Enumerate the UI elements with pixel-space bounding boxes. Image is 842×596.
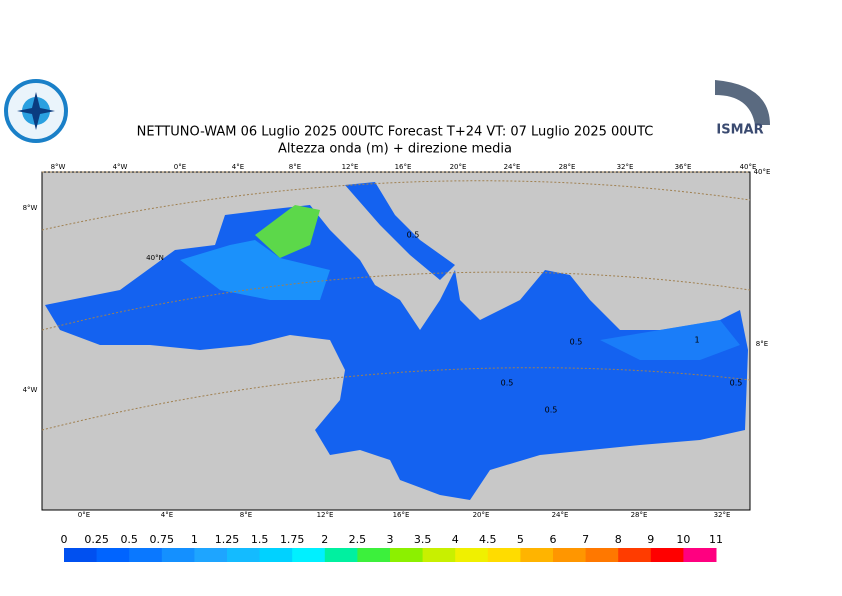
lon-label: 12°E [317,511,334,519]
lon-label: 20°E [450,163,467,171]
contour-label: 0.5 [545,406,558,415]
colorbar-label: 10 [676,533,690,546]
colorbar-swatch [324,548,358,562]
subtitle: Altezza onda (m) + direzione media [278,142,512,157]
colorbar-label: 2.5 [349,533,367,546]
colorbar-swatch [357,548,391,562]
colorbar-label: 4.5 [479,533,497,546]
colorbar-swatch [129,548,163,562]
colorbar-swatch [618,548,652,562]
colorbar-swatch [585,548,619,562]
contour-label: 0.5 [407,231,420,240]
lon-label: 16°E [393,511,410,519]
colorbar-label: 0.75 [150,533,175,546]
lon-label: 8°E [240,511,252,519]
logo-right: ISMAR [710,80,770,140]
lon-label: 28°E [559,163,576,171]
colorbar-swatch [161,548,195,562]
colorbar-swatch [227,548,261,562]
colorbar-label: 1.75 [280,533,305,546]
colorbar-label: 6 [550,533,557,546]
lon-label: 24°E [504,163,521,171]
logo-text: ISMAR [716,123,763,138]
contour-label: 0.5 [570,338,583,347]
lon-label: 0°E [174,163,186,171]
colorbar-swatch [259,548,293,562]
high-wave-area [255,205,320,258]
colorbar-swatch [194,548,228,562]
colorbar-label: 4 [452,533,459,546]
contour-label: 0.5 [501,379,514,388]
lat-label: 4°W [23,386,38,394]
title: NETTUNO-WAM 06 Luglio 2025 00UTC Forecas… [137,125,654,140]
colorbar-label: 9 [647,533,654,546]
colorbar-swatch [553,548,587,562]
lon-label: 16°E [395,163,412,171]
lon-label: 36°E [675,163,692,171]
colorbar-label: 0.25 [84,533,109,546]
lon-label: 8°E [289,163,301,171]
lon-label: 20°E [473,511,490,519]
map [41,171,751,511]
colorbar-swatch [96,548,130,562]
colorbar-label: 5 [517,533,524,546]
wave-area [600,320,740,360]
colorbar-label: 7 [582,533,589,546]
colorbar-swatch [650,548,684,562]
lon-label: 12°E [342,163,359,171]
lon-label: 32°E [714,511,731,519]
colorbar-label: 0 [61,533,68,546]
lon-label: 40°E [740,163,757,171]
logo-left [4,79,68,143]
colorbar-label: 3.5 [414,533,432,546]
colorbar-label: 2 [321,533,328,546]
lon-label: 28°E [631,511,648,519]
colorbar-label: 0.5 [120,533,138,546]
colorbar-label: 1 [191,533,198,546]
colorbar-swatch [683,548,717,562]
grid-label: 40°E [754,168,771,176]
colorbar-swatch [422,548,456,562]
colorbar-swatch [64,548,98,562]
colorbar-label: 1.25 [215,533,240,546]
lon-label: 4°W [113,163,128,171]
colorbar-label: 11 [709,533,723,546]
colorbar-swatch [292,548,326,562]
contour-label: 1 [694,336,699,345]
lon-label: 8°W [51,163,66,171]
colorbar-label: 3 [387,533,394,546]
lon-label: 0°E [78,511,90,519]
contour-label: 0.5 [730,379,743,388]
colorbar-swatch [455,548,489,562]
lat-label: 8°W [23,204,38,212]
grid-label: 8°E [756,340,768,348]
lon-label: 4°E [161,511,173,519]
lon-label: 24°E [552,511,569,519]
colorbar-label: 1.5 [251,533,269,546]
colorbar-swatch [487,548,521,562]
lon-label: 32°E [617,163,634,171]
sea [345,182,455,280]
lon-label: 4°E [232,163,244,171]
colorbar-swatch [390,548,424,562]
colorbar-swatch [520,548,554,562]
wave-area [180,240,330,300]
colorbar-label: 8 [615,533,622,546]
grid-label: 40°N [146,254,164,262]
